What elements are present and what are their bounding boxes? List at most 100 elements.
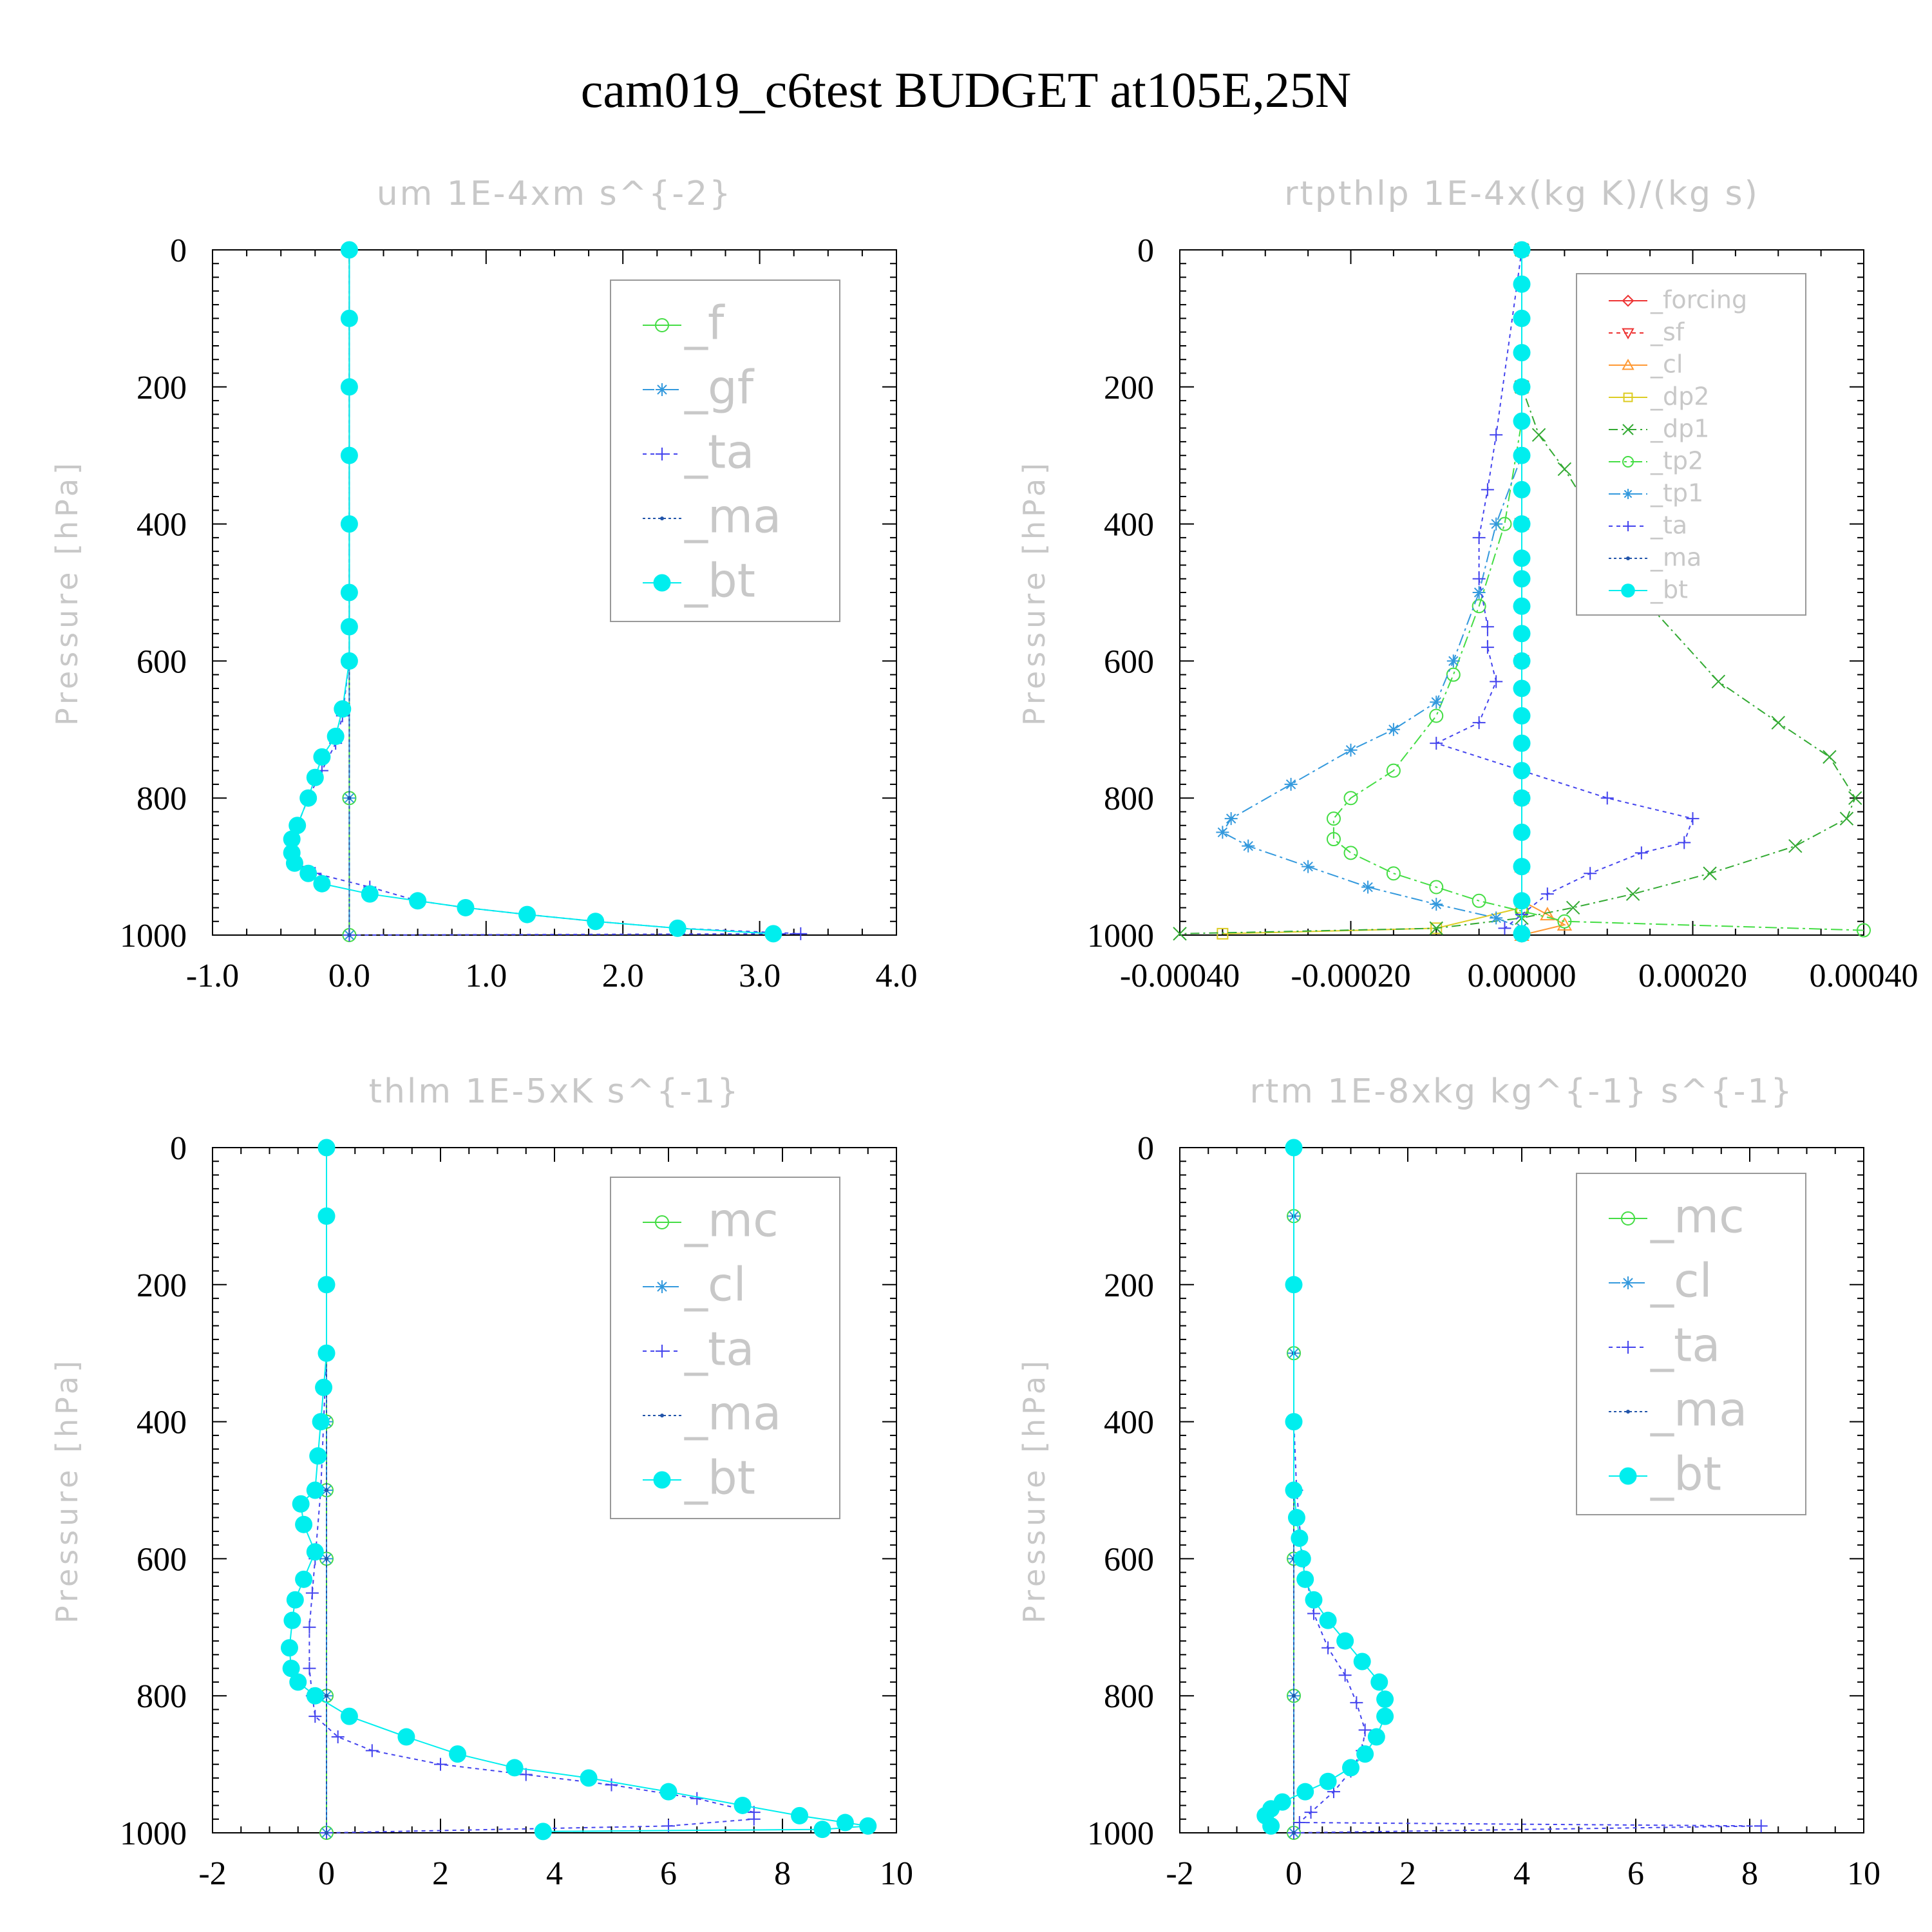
- data-point: [1513, 858, 1531, 876]
- data-point: [306, 1687, 324, 1705]
- x-tick-label: 6: [1627, 1855, 1644, 1892]
- data-point: [1513, 412, 1531, 430]
- legend-label: _cl: [684, 1258, 746, 1312]
- data-point: [1490, 517, 1503, 531]
- data-point: [1284, 777, 1298, 791]
- legend-item: _ma: [1609, 543, 1701, 571]
- data-point: [1319, 1611, 1337, 1629]
- legend-label: _forcing: [1650, 285, 1747, 314]
- y-tick-label: 600: [137, 643, 187, 680]
- data-point: [1472, 586, 1486, 599]
- data-point: [299, 789, 317, 807]
- data-point: [1285, 1481, 1303, 1499]
- data-point: [1490, 911, 1503, 925]
- data-point: [1358, 1723, 1372, 1737]
- data-point: [283, 1611, 301, 1629]
- data-point: [285, 854, 303, 872]
- legend-marker: [1626, 556, 1630, 560]
- data-point: [1429, 921, 1443, 936]
- legend-marker: [1622, 294, 1634, 307]
- data-point: [1343, 846, 1358, 860]
- data-point: [1304, 1806, 1318, 1819]
- data-point: [1287, 1509, 1305, 1527]
- x-tick-label: 10: [880, 1855, 913, 1892]
- data-point: [1472, 572, 1486, 585]
- data-point: [325, 1488, 328, 1492]
- data-point: [1285, 1413, 1303, 1431]
- legend-marker: [1619, 1467, 1637, 1485]
- legend-marker: [1622, 456, 1634, 468]
- data-point: [280, 1639, 298, 1657]
- data-point: [836, 1814, 854, 1832]
- data-point: [397, 1728, 415, 1746]
- legend-marker: [656, 383, 668, 396]
- panel-4: rtm 1E-8xkg kg^{-1} s^{-1} Pressure [hPa]…: [1017, 1072, 1880, 1892]
- data-point: [282, 1660, 300, 1678]
- data-point: [1513, 480, 1531, 498]
- data-point: [1600, 791, 1614, 805]
- legend-item: _tp1: [1609, 478, 1703, 507]
- legend-box: [610, 279, 840, 622]
- data-point: [1513, 378, 1531, 396]
- series-line: [1222, 250, 1522, 934]
- data-point: [1513, 892, 1531, 910]
- data-point: [289, 1673, 307, 1691]
- data-point: [1472, 599, 1486, 614]
- data-point: [764, 925, 782, 943]
- data-point: [340, 378, 358, 396]
- x-tick-label: 3.0: [739, 958, 781, 994]
- legend-label: _tp2: [1650, 446, 1703, 475]
- figure-title: cam019_c6test BUDGET at105E,25N: [580, 62, 1352, 118]
- data-point: [309, 1447, 327, 1465]
- legend-item: _ma: [643, 1387, 781, 1441]
- data-point: [1513, 549, 1531, 567]
- data-point: [313, 875, 331, 893]
- data-point: [747, 1812, 761, 1826]
- data-point: [690, 1792, 704, 1805]
- legend: _forcing _sf _cl _dp2 _dp1 _tp2 _tp1 _ta _ma _bt: [1576, 273, 1806, 616]
- y-tick-label: 0: [1137, 232, 1154, 269]
- legend-box: [1576, 1173, 1806, 1515]
- legend-box: [610, 1177, 840, 1519]
- legend-item: _gf: [643, 361, 755, 415]
- data-point: [1285, 1139, 1303, 1157]
- data-point: [1848, 791, 1862, 805]
- data-point: [305, 1586, 319, 1600]
- data-point: [317, 1207, 336, 1225]
- legend-marker: [653, 574, 671, 592]
- legend-marker: [1622, 328, 1634, 340]
- data-point: [1293, 1816, 1306, 1830]
- data-point: [457, 898, 475, 916]
- x-tick-label: 4: [1513, 1855, 1530, 1892]
- y-tick-label: 1000: [1087, 918, 1154, 954]
- legend-label: _gf: [684, 361, 755, 415]
- data-point: [1686, 812, 1700, 826]
- y-tick-label: 800: [1104, 781, 1154, 817]
- data-point: [340, 583, 358, 601]
- legend-marker: [1626, 1410, 1630, 1414]
- y-tick-label: 800: [137, 781, 187, 817]
- data-point: [340, 652, 358, 670]
- data-point: [1285, 1276, 1303, 1294]
- data-point: [312, 1413, 330, 1431]
- legend-label: _ta: [1650, 511, 1687, 539]
- y-tick-label: 0: [1137, 1130, 1154, 1167]
- data-point: [587, 913, 605, 931]
- x-tick-label: -2: [198, 1855, 226, 1892]
- data-point: [1625, 887, 1640, 901]
- data-point: [1513, 570, 1531, 588]
- data-point: [1557, 916, 1573, 931]
- panel-3: thlm 1E-5xK s^{-1} Pressure [hPa] -2 0 2 4 6 8 1…: [50, 1072, 913, 1892]
- y-tick-label: 200: [137, 370, 187, 406]
- data-point: [1307, 1607, 1320, 1620]
- x-tick-label: -0.00020: [1291, 958, 1410, 994]
- x-tick-label: 0.00040: [1810, 958, 1918, 994]
- data-point: [1224, 812, 1238, 826]
- series-bt: [1513, 241, 1531, 943]
- data-point: [668, 919, 687, 937]
- data-point: [506, 1759, 524, 1777]
- data-point: [1356, 1745, 1374, 1763]
- data-point: [1353, 1653, 1371, 1671]
- x-tick-label: 4: [546, 1855, 563, 1892]
- data-point: [434, 1757, 447, 1771]
